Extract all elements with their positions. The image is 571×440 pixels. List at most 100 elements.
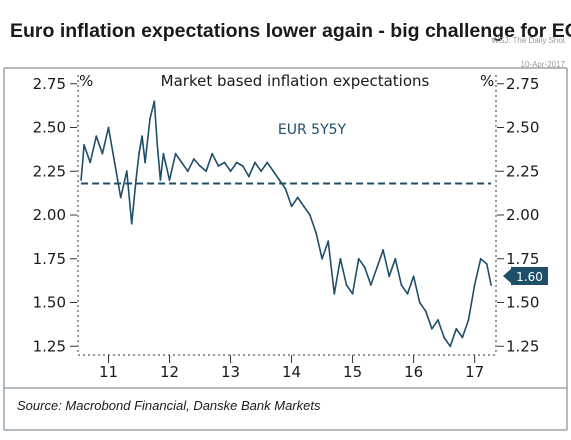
series-point <box>449 345 452 348</box>
series-point <box>138 152 140 155</box>
series-point <box>382 249 384 251</box>
series-point <box>370 284 372 286</box>
x-tick-label: 11 <box>99 363 118 381</box>
right-tick-label: 2.50 <box>506 119 539 137</box>
series-point <box>394 257 397 260</box>
series-point <box>229 170 232 173</box>
series-point <box>130 222 133 225</box>
series-point <box>412 275 415 278</box>
series-point <box>354 275 357 278</box>
series-point <box>162 152 165 155</box>
series-point <box>479 257 482 260</box>
series-point <box>101 152 104 155</box>
left-tick-label: 1.50 <box>33 294 66 312</box>
series-point <box>455 327 458 330</box>
series-point <box>107 126 110 129</box>
series-point <box>168 179 171 181</box>
series-point <box>174 152 177 155</box>
series-point <box>284 187 287 190</box>
series-point <box>83 144 85 146</box>
series-point <box>400 284 403 286</box>
left-tick-label: 2.50 <box>33 119 66 137</box>
series-point <box>490 284 492 286</box>
x-tick-label: 13 <box>221 363 240 381</box>
series-point <box>135 179 137 181</box>
x-tick-label: 16 <box>404 363 423 381</box>
series-point <box>388 275 391 278</box>
right-tick-label: 1.25 <box>506 337 539 355</box>
x-tick-label: 12 <box>160 363 179 381</box>
series-point <box>321 257 323 260</box>
series-point <box>223 161 226 164</box>
series-point <box>333 292 336 295</box>
right-tick-label: 2.00 <box>506 206 539 224</box>
series-point <box>149 117 151 120</box>
series-point <box>363 266 366 269</box>
series-point <box>95 135 98 138</box>
last-value-marker: 1.60 <box>503 267 548 285</box>
right-tick-label: 2.25 <box>506 162 539 180</box>
left-tick-label: 1.75 <box>33 250 66 268</box>
series-point <box>180 161 183 164</box>
series-point <box>113 161 116 164</box>
x-tick-label: 14 <box>282 363 301 381</box>
last-value-label: 1.60 <box>516 270 543 284</box>
left-tick-label: 1.25 <box>33 337 66 355</box>
series-point <box>199 165 201 167</box>
right-tick-label: 1.50 <box>506 294 539 312</box>
series-point <box>351 292 354 295</box>
series-label: EUR 5Y5Y <box>278 122 347 138</box>
series-point <box>248 175 250 178</box>
series-point <box>156 144 159 146</box>
series-point <box>473 284 476 286</box>
series-point <box>141 135 144 138</box>
series-point <box>125 170 128 173</box>
series-point <box>406 292 409 295</box>
series-point <box>309 214 311 216</box>
series-point <box>235 161 238 164</box>
series-point <box>345 284 348 286</box>
series-point <box>467 319 470 321</box>
series-point <box>424 310 427 313</box>
series-point <box>290 205 293 208</box>
series-point <box>278 179 281 181</box>
series-point <box>418 301 421 304</box>
credit-line: WSJ: The Daily Shot <box>491 36 565 45</box>
x-axis: 11 12 13 14 15 16 17 <box>78 354 496 381</box>
series-point <box>205 170 208 173</box>
series-point <box>461 336 464 339</box>
right-tick-label: 2.75 <box>506 75 539 93</box>
chart-subtitle: Market based inflation expectations <box>161 72 430 90</box>
last-value-box <box>511 267 548 285</box>
series-line-eur-5y5y <box>80 100 492 348</box>
series-point <box>339 257 342 260</box>
series-point <box>302 205 305 208</box>
series-point <box>266 161 269 164</box>
page-title: Euro inflation expectations lower again … <box>10 20 571 42</box>
series-point <box>217 165 220 167</box>
left-axis-unit: % <box>79 72 93 90</box>
series-point <box>443 336 445 339</box>
left-tick-label: 2.25 <box>33 162 66 180</box>
series-point <box>327 240 330 243</box>
date-stamp: 10-Apr-2017 <box>520 60 565 69</box>
series-point <box>260 170 262 173</box>
series-point <box>119 196 122 199</box>
series-point <box>357 257 360 260</box>
series-point <box>144 161 147 164</box>
series-point <box>437 319 439 321</box>
last-value-pointer <box>503 269 511 283</box>
series-layer <box>80 100 492 348</box>
series-point <box>241 165 244 167</box>
series-point <box>485 263 488 265</box>
x-tick-label: 17 <box>465 363 484 381</box>
right-axis-unit: % <box>480 72 494 90</box>
series-point <box>159 179 162 181</box>
left-axis: 1.25 1.50 1.75 2.00 2.25 2.50 2.75 <box>33 75 79 355</box>
series-point <box>272 170 275 173</box>
series-point <box>254 161 256 164</box>
right-axis: 1.25 1.50 1.75 2.00 2.25 2.50 2.75 <box>495 75 539 355</box>
left-tick-label: 2.75 <box>33 75 66 93</box>
series-point <box>211 152 214 155</box>
